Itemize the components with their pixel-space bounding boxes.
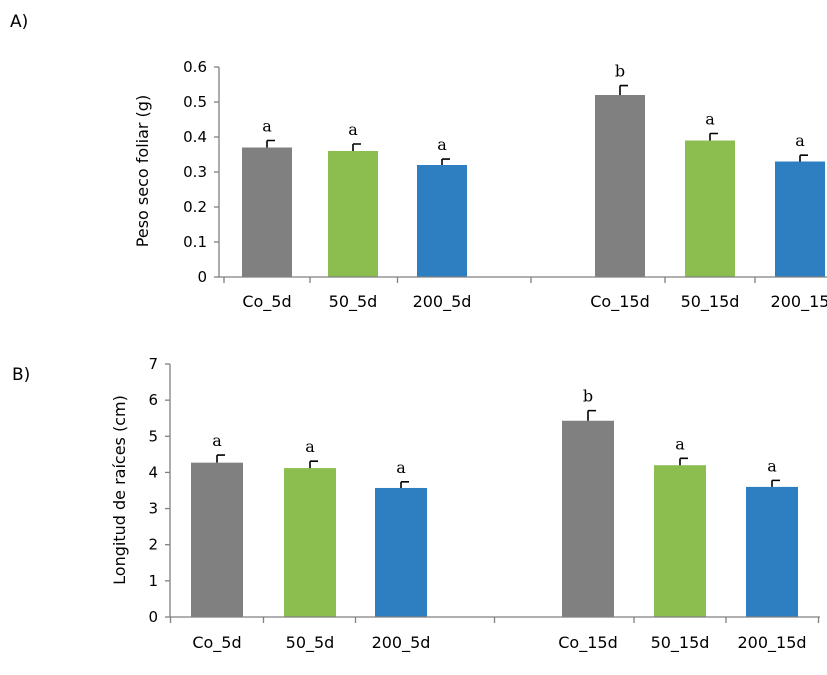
panel-a-y-tick-label: 0.1	[183, 233, 207, 251]
panel-a-error-bar	[352, 143, 361, 151]
panel-b-significance-letter: a	[675, 434, 685, 453]
panel-a-category-label: Co_5d	[242, 292, 291, 312]
panel-a-y-axis-title: Peso seco foliar (g)	[133, 95, 152, 247]
panel-a-error-bar	[709, 132, 718, 141]
panel-b-category-label: Co_5d	[192, 633, 241, 653]
panel-a-significance-letter: a	[705, 110, 715, 129]
panel-b-error-bar	[771, 479, 780, 487]
panel-b-y-tick-label: 4	[148, 463, 158, 481]
panel-a-bar-Co_15d	[595, 95, 645, 277]
panel-a-category-label: Co_15d	[590, 292, 649, 312]
panel-b-category-label: 50_15d	[651, 633, 710, 653]
panel-a-bar-Co_5d	[242, 147, 292, 277]
panel-a-error-bar	[266, 139, 275, 148]
panel-b: B) Longitud de raíces (cm) 0 1 2 3 4 5 6 7 a Co_…	[12, 355, 820, 653]
panel-a-y-tick-label: 0.2	[183, 198, 207, 216]
panel-a-error-bar	[799, 154, 808, 162]
panel-a-label: A)	[10, 12, 28, 32]
panel-b-label: B)	[12, 365, 30, 385]
panel-b-y-tick-label: 5	[148, 427, 158, 445]
panel-a-y-tick-label: 0	[197, 268, 207, 286]
panel-a-y-tick-label: 0.3	[183, 163, 207, 181]
panel-b-bar-Co_5d	[191, 462, 243, 617]
panel-b-y-tick-label: 2	[148, 536, 158, 554]
panel-b-bar-50_5d	[284, 468, 336, 617]
panel-a-y-tick-label: 0.4	[183, 128, 207, 146]
panel-b-error-bar	[679, 457, 688, 466]
panel-a-bar-200_5d	[417, 165, 467, 277]
panel-a-category-label: 50_5d	[329, 292, 378, 312]
panel-b-bar-200_5d	[375, 487, 427, 617]
panel-b-significance-letter: a	[212, 431, 222, 450]
panel-b-error-bar	[309, 460, 318, 469]
panel-a-y-tick-label: 0.6	[183, 58, 207, 76]
panel-a-significance-letter: a	[437, 135, 447, 154]
panel-b-y-tick-label: 6	[148, 391, 158, 409]
panel-b-y-tick-label: 7	[148, 355, 158, 373]
panel-b-y-axis-title: Longitud de raíces (cm)	[110, 395, 129, 585]
panel-a-significance-letter: a	[795, 131, 805, 150]
panel-b-y-tick-label: 1	[148, 572, 158, 590]
panel-a-error-bar	[619, 84, 628, 95]
panel-b-category-label: Co_15d	[558, 633, 617, 653]
panel-a-bar-50_15d	[685, 140, 735, 277]
panel-a-bar-200_15	[775, 161, 825, 277]
panel-a: A) Peso seco foliar (g) 0 0.1 0.2 0.3 0.4 0.5…	[10, 12, 827, 312]
panel-a-error-bar	[441, 158, 450, 165]
panel-a-significance-letter: b	[615, 62, 625, 81]
panel-b-bar-Co_15d	[562, 420, 614, 617]
panel-b-category-label: 200_15d	[737, 633, 806, 653]
panel-a-significance-letter: a	[348, 120, 358, 139]
panel-a-significance-letter: a	[262, 117, 272, 136]
panel-b-error-bar	[587, 409, 596, 421]
panel-a-y-tick-label: 0.5	[183, 93, 207, 111]
panel-a-category-label: 200_15	[771, 292, 827, 312]
panel-b-y-tick-label: 3	[148, 500, 158, 518]
panel-b-error-bar	[400, 481, 409, 488]
panel-b-bar-50_15d	[654, 465, 706, 617]
panel-b-significance-letter: a	[767, 456, 777, 475]
panel-b-error-bar	[216, 454, 225, 463]
panel-b-significance-letter: a	[396, 458, 406, 477]
panel-b-category-label: 200_5d	[372, 633, 431, 653]
panel-b-significance-letter: a	[305, 437, 315, 456]
panel-a-category-label: 50_15d	[681, 292, 740, 312]
panel-a-bar-50_5d	[328, 151, 378, 277]
panel-b-y-tick-label: 0	[148, 608, 158, 626]
panel-a-category-label: 200_5d	[413, 292, 472, 312]
panel-b-category-label: 50_5d	[286, 633, 335, 653]
panel-b-significance-letter: b	[583, 387, 593, 406]
panel-b-bar-200_15d	[746, 486, 798, 617]
